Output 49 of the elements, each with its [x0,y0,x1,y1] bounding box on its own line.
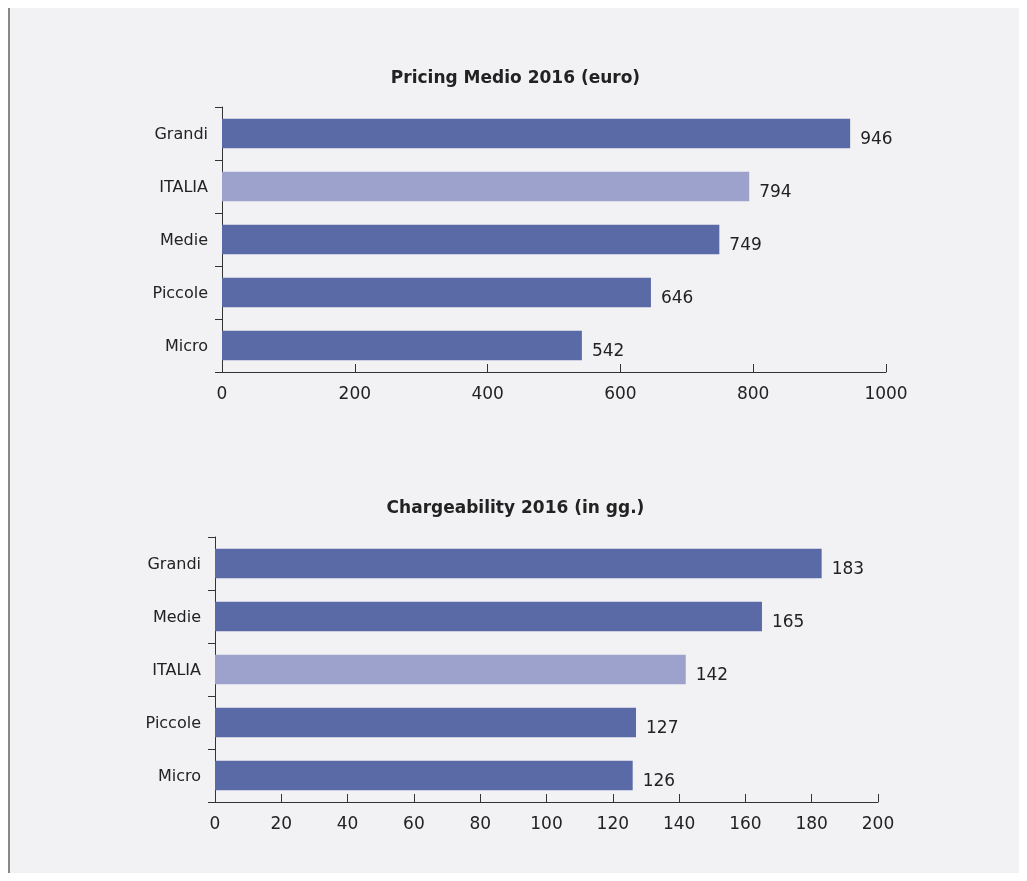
data-label: 542 [591,339,625,360]
x-tick-label: 160 [729,812,762,833]
bar [215,707,637,738]
x-tick-label: 140 [662,812,696,833]
y-tick-label: ITALIA [159,177,209,196]
y-tick-label: ITALIA [152,660,202,679]
x-tick-label: 1000 [864,382,908,403]
x-tick-label: 20 [270,812,293,833]
y-tick-label: Piccole [152,283,208,302]
data-label: 127 [646,716,679,737]
x-tick-label: 100 [530,812,563,833]
y-tick-label: Grandi [147,554,201,573]
data-label: 142 [695,663,729,684]
chart-title: Pricing Medio 2016 (euro) [390,66,641,87]
bar [222,330,582,361]
x-tick-label: 0 [216,382,228,403]
x-tick-label: 180 [795,812,828,833]
y-tick-label: Medie [159,230,208,249]
data-label: 646 [660,286,694,307]
data-label: 794 [759,180,792,201]
y-tick-label: Micro [157,766,201,785]
x-tick-label: 200 [861,812,895,833]
bar [222,171,750,202]
x-tick-label: 60 [403,812,425,833]
data-label: 126 [642,769,676,790]
data-label: 183 [831,557,865,578]
data-label: 749 [729,233,762,254]
y-tick-label: Micro [164,336,208,355]
bar [215,548,822,579]
bar [215,654,686,685]
x-tick-label: 800 [736,382,770,403]
x-tick-label: 80 [469,812,492,833]
bar [222,277,651,308]
x-tick-label: 400 [471,382,504,403]
y-tick-label: Piccole [145,713,201,732]
bar [222,118,851,149]
chart-title: Chargeability 2016 (in gg.) [386,496,645,517]
y-tick-label: Medie [152,607,201,626]
bar [222,224,720,255]
bar [215,601,762,632]
x-tick-label: 600 [604,382,637,403]
bar [215,760,633,791]
x-tick-label: 40 [336,812,359,833]
data-label: 946 [860,127,893,148]
data-label: 165 [771,610,805,631]
x-tick-label: 120 [596,812,630,833]
x-tick-label: 200 [338,382,372,403]
y-tick-label: Grandi [154,124,208,143]
x-tick-label: 0 [209,812,221,833]
